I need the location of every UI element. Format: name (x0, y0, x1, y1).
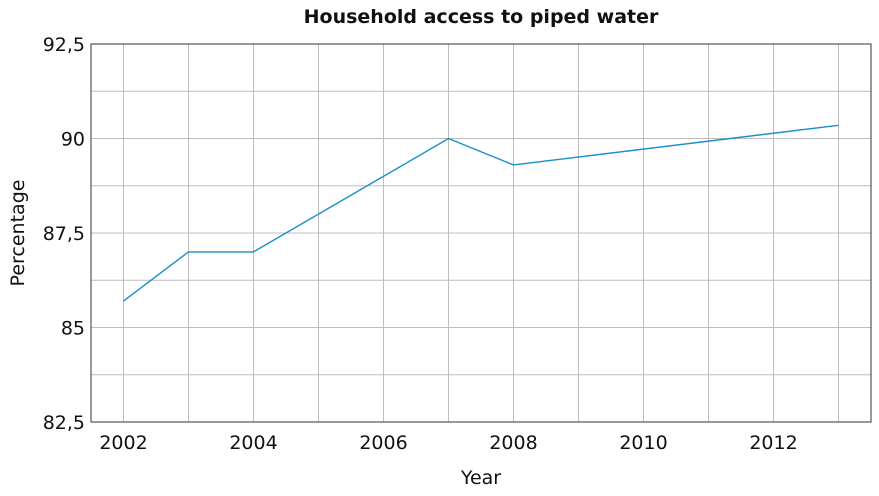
series (123, 124, 839, 302)
x-tick-label: 2010 (619, 432, 667, 454)
x-tick-label: 2002 (99, 432, 147, 454)
y-axis: 82,5 85 87,5 90 92,5 (43, 34, 85, 434)
x-axis: 2002 2004 2006 2008 2010 2012 (99, 432, 797, 454)
plot-area (90, 43, 872, 423)
y-tick-label: 92,5 (43, 34, 85, 56)
y-axis-label: Percentage (7, 180, 29, 287)
x-tick-label: 2006 (359, 432, 407, 454)
x-tick-label: 2012 (749, 432, 797, 454)
y-tick-label: 87,5 (43, 223, 85, 245)
x-axis-label: Year (460, 467, 501, 489)
x-tick-label: 2004 (229, 432, 277, 454)
y-tick-label: 82,5 (43, 412, 85, 434)
grid (91, 44, 871, 422)
chart-title: Household access to piped water (303, 6, 659, 28)
y-tick-label: 85 (61, 318, 85, 340)
y-tick-label: 90 (61, 129, 85, 151)
series-line (123, 124, 839, 302)
x-tick-label: 2008 (489, 432, 537, 454)
